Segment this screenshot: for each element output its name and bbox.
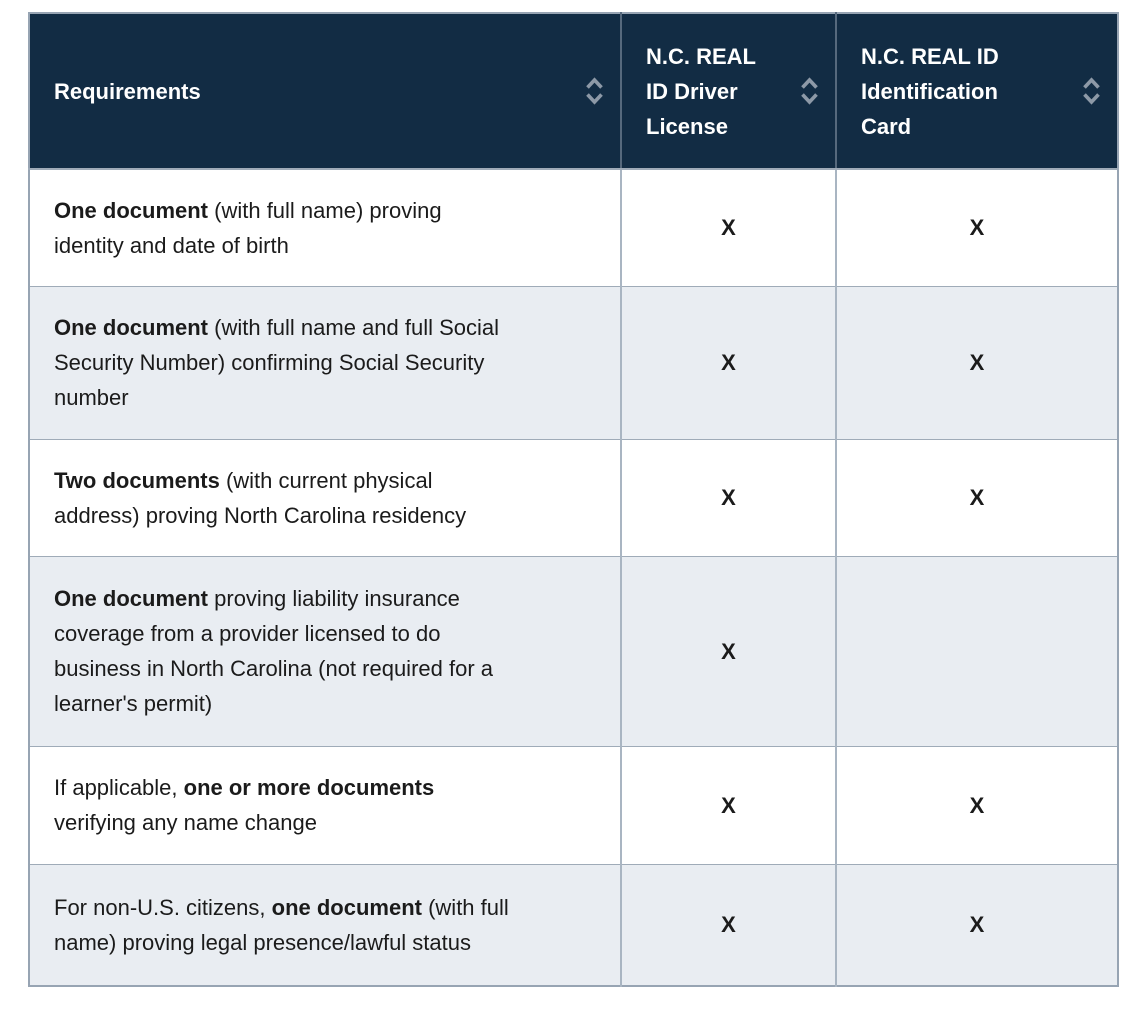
table-row: If applicable, one or more documents ver…	[29, 745, 1118, 864]
id-card-cell: X	[836, 285, 1118, 439]
page: Requirements N.C. REAL ID Driver License	[0, 12, 1140, 1013]
requirement-text: If applicable,	[54, 775, 184, 800]
table-row: One document (with full name and full So…	[29, 285, 1118, 439]
requirement-text: (with full name and full Social Security…	[54, 315, 500, 410]
id-card-cell	[836, 555, 1118, 746]
sort-chevrons-icon[interactable]	[1081, 76, 1102, 106]
requirements-table: Requirements N.C. REAL ID Driver License	[28, 12, 1119, 987]
requirement-text-bold: Two documents	[54, 467, 220, 493]
requirement-text-bold: One document	[54, 315, 209, 340]
requirement-text-bold: one document	[271, 894, 422, 920]
driver-license-cell: X	[621, 168, 837, 286]
sort-chevrons-icon[interactable]	[584, 76, 605, 106]
driver-license-cell: X	[621, 863, 837, 986]
id-card-cell: X	[836, 438, 1118, 556]
requirement-text-bold: One document	[54, 586, 209, 611]
requirement-cell: One document (with full name) proving id…	[29, 168, 622, 286]
requirement-text: proving liability insurance coverage fro…	[54, 586, 494, 716]
requirement-text: (with full name) proving legal presence/…	[54, 894, 509, 955]
table-row: One document proving liability insurance…	[29, 555, 1118, 746]
column-header-id-card[interactable]: N.C. REAL ID Identification Card	[836, 13, 1118, 170]
driver-license-cell: X	[621, 555, 837, 746]
column-header-label: N.C. REAL ID Identification Card	[861, 43, 999, 139]
requirement-text: verifying any name change	[54, 810, 317, 835]
id-card-cell: X	[836, 863, 1118, 986]
table-header: Requirements N.C. REAL ID Driver License	[29, 13, 1118, 170]
driver-license-cell: X	[621, 285, 837, 439]
requirement-cell: If applicable, one or more documents ver…	[29, 745, 622, 864]
table-row: For non-U.S. citizens, one document (wit…	[29, 863, 1118, 986]
requirement-cell: One document proving liability insurance…	[29, 555, 622, 746]
requirement-text: (with full name) proving identity and da…	[54, 197, 442, 258]
requirement-cell: One document (with full name and full So…	[29, 285, 622, 439]
driver-license-cell: X	[621, 438, 837, 556]
table-row: One document (with full name) proving id…	[29, 168, 1118, 286]
column-header-requirements[interactable]: Requirements	[29, 13, 622, 170]
requirement-text-bold: One document	[54, 197, 209, 223]
id-card-cell: X	[836, 168, 1118, 286]
requirement-text-bold: one or more documents	[183, 775, 435, 800]
requirement-cell: Two documents (with current physical add…	[29, 438, 622, 556]
driver-license-cell: X	[621, 745, 837, 864]
header-row: Requirements N.C. REAL ID Driver License	[29, 13, 1118, 170]
requirement-cell: For non-U.S. citizens, one document (wit…	[29, 863, 622, 986]
id-card-cell: X	[836, 745, 1118, 864]
column-header-label: N.C. REAL ID Driver License	[646, 43, 756, 139]
table-body: One document (with full name) proving id…	[29, 168, 1118, 986]
requirement-text: (with current physical address) proving …	[54, 467, 467, 528]
sort-chevrons-icon[interactable]	[799, 76, 820, 106]
column-header-driver-license[interactable]: N.C. REAL ID Driver License	[621, 13, 837, 170]
requirement-text: For non-U.S. citizens,	[54, 894, 272, 920]
table-row: Two documents (with current physical add…	[29, 438, 1118, 556]
column-header-label: Requirements	[54, 78, 201, 104]
